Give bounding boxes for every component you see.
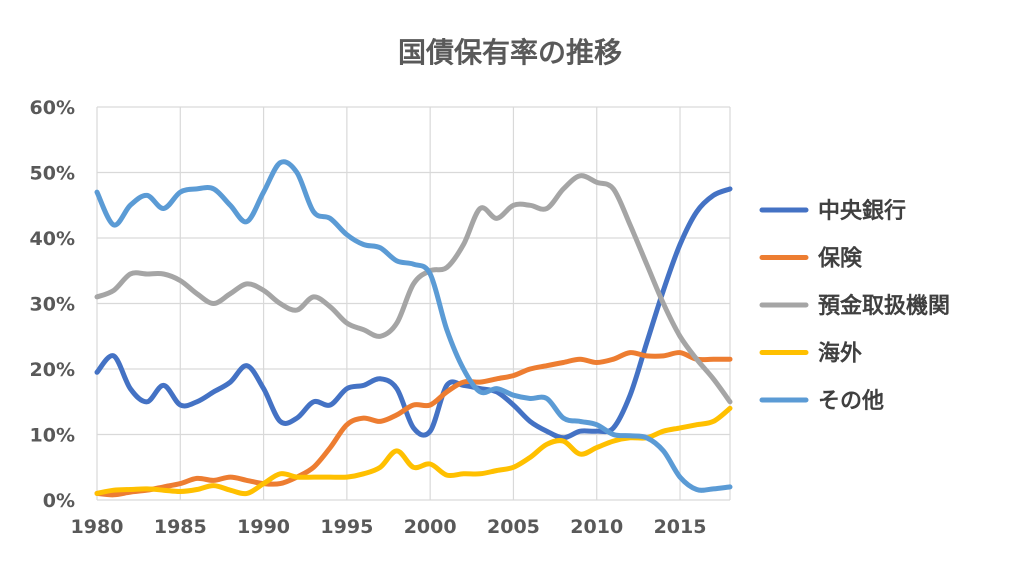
y-tick-label: 0% — [43, 490, 75, 512]
x-tick-label: 2015 — [654, 516, 707, 538]
x-tick-label: 2010 — [570, 516, 623, 538]
series-lines — [94, 159, 733, 498]
series-line-overseas — [94, 405, 733, 497]
y-axis-ticks: 0% 10% 20% 30% 40% 50% 60% — [30, 97, 75, 512]
legend-item-depository-institutions: 預金取扱機関 — [759, 293, 950, 319]
x-tick-label: 1990 — [237, 516, 290, 538]
legend-label: その他 — [818, 389, 884, 414]
legend-label: 中央銀行 — [818, 198, 906, 224]
x-tick-label: 1985 — [154, 516, 207, 538]
legend-item-overseas: 海外 — [759, 341, 862, 367]
legend-label: 海外 — [818, 341, 862, 367]
chart-title: 国債保有率の推移 — [398, 36, 622, 69]
y-tick-label: 20% — [30, 359, 75, 381]
legend-item-insurance: 保険 — [759, 247, 863, 272]
gridlines — [96, 106, 731, 501]
legend-item-central-bank: 中央銀行 — [759, 198, 906, 224]
y-tick-label: 50% — [30, 163, 75, 185]
x-tick-label: 1980 — [71, 516, 124, 538]
legend-label: 預金取扱機関 — [818, 293, 950, 319]
y-tick-label: 60% — [30, 97, 75, 119]
series-line-central-bank — [94, 186, 733, 441]
legend-label: 保険 — [817, 247, 863, 272]
y-tick-label: 40% — [30, 228, 75, 250]
series-line-insurance — [94, 350, 733, 498]
y-tick-label: 10% — [30, 425, 75, 447]
series-line-depository-institutions — [94, 173, 733, 405]
legend-item-other: その他 — [759, 389, 884, 414]
x-tick-label: 1995 — [320, 516, 373, 538]
y-tick-label: 30% — [30, 294, 75, 316]
x-tick-label: 2000 — [404, 516, 457, 538]
x-tick-label: 2005 — [487, 516, 540, 538]
x-axis-ticks: 1980 1985 1990 1995 2000 2005 2010 2015 — [71, 516, 707, 538]
series-line-other — [94, 159, 733, 493]
